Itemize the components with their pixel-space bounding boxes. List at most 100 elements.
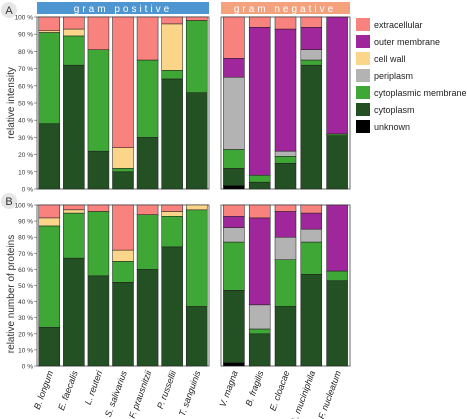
y-tick-label: 50 % bbox=[18, 283, 33, 290]
gram-negative-banner bbox=[221, 2, 350, 14]
bar-segment-periplasm bbox=[300, 228, 323, 243]
bar-segment-cytoplasm bbox=[38, 123, 61, 190]
bar-segment-cytoplasm bbox=[326, 135, 348, 190]
x-label-t-sanguinis: T. sanguinis bbox=[177, 369, 203, 418]
bar-segment-unknown bbox=[223, 362, 245, 367]
bar-segment-cytoplasm bbox=[136, 269, 159, 367]
bar-segment-periplasm bbox=[223, 227, 245, 243]
legend-swatch-periplasm bbox=[356, 69, 370, 82]
bar-segment-periplasm bbox=[248, 304, 271, 330]
bar-segment-cytoplasm bbox=[112, 171, 134, 190]
bar-segment-extracellular bbox=[300, 204, 323, 214]
gram-negative-label: gram negative bbox=[234, 4, 336, 15]
bar-segment-extracellular bbox=[223, 16, 245, 59]
y-tick-label: 80 % bbox=[18, 235, 33, 242]
bar-segment-cytoplasmic-membrane bbox=[38, 225, 61, 328]
bar-segment-extracellular bbox=[161, 16, 183, 25]
bar-segment-cell-wall bbox=[38, 30, 61, 33]
y-tick-label: 40 % bbox=[18, 299, 33, 306]
bar-segment-cytoplasmic-membrane bbox=[326, 133, 348, 136]
bar-segment-cytoplasm bbox=[326, 280, 348, 367]
panel-b-chart: 0 % 10 % 20 % 30 % 40 % 50 % 60 % 70 % 80 % 90 % 1… bbox=[15, 203, 351, 371]
bar-segment-extracellular bbox=[248, 16, 271, 28]
panel-a-ylabel: relative intensity bbox=[6, 67, 17, 139]
y-tick-label: 80 % bbox=[18, 49, 33, 56]
bar-segment-cytoplasmic-membrane bbox=[185, 20, 208, 93]
bar-segment-cytoplasmic-membrane bbox=[136, 214, 159, 270]
bar-segment-cytoplasm bbox=[63, 64, 85, 190]
legend: extracellular outer membrane cell wall peri… bbox=[356, 18, 467, 133]
panel-a-letter: A bbox=[5, 5, 13, 17]
bar-segment-extracellular bbox=[38, 204, 61, 219]
bar-segment-cytoplasm bbox=[248, 333, 271, 367]
bar-segment-cytoplasmic-membrane bbox=[136, 59, 159, 138]
bar-segment-cytoplasm bbox=[87, 275, 110, 367]
legend-swatch-outer-membrane bbox=[356, 35, 370, 48]
bar-segment-periplasm bbox=[274, 150, 297, 157]
bar-segment-cytoplasmic-membrane bbox=[87, 49, 110, 152]
bar-segment-outer-membrane bbox=[223, 58, 245, 78]
bar-segment-cell-wall bbox=[161, 211, 183, 217]
bar-segment-cell-wall bbox=[112, 249, 134, 262]
chart-layer: 0 % 10 % 20 % 30 % 40 % 50 % 60 % 70 % 80 % 90 % 1… bbox=[15, 15, 351, 371]
bar-segment-outer-membrane bbox=[274, 28, 297, 152]
bar-segment-cell-wall bbox=[161, 23, 183, 71]
bar-segment-cytoplasmic-membrane bbox=[274, 156, 297, 164]
bar-segment-extracellular bbox=[38, 16, 61, 32]
legend-swatch-extracellular bbox=[356, 18, 370, 31]
bar-segment-cytoplasm bbox=[161, 246, 183, 367]
bar-segment-outer-membrane bbox=[248, 217, 271, 306]
bar-segment-extracellular bbox=[223, 204, 245, 217]
y-tick-label: 10 % bbox=[18, 347, 33, 354]
bar-segment-cytoplasmic-membrane bbox=[274, 259, 297, 307]
bar-segment-cytoplasm bbox=[274, 162, 297, 190]
bar-segment-periplasm bbox=[223, 76, 245, 150]
legend-label-extracellular: extracellular bbox=[374, 20, 423, 30]
bar-segment-cytoplasmic-membrane bbox=[248, 174, 271, 183]
y-tick-label: 0 % bbox=[22, 364, 33, 371]
bar-segment-cytoplasm bbox=[161, 78, 183, 190]
bar-segment-extracellular bbox=[63, 204, 85, 211]
x-label-b-fragilis: B. fragilis bbox=[244, 369, 266, 408]
bar-segment-cytoplasmic-membrane bbox=[112, 168, 134, 173]
bar-segment-extracellular bbox=[136, 16, 159, 61]
bar-segment-cytoplasmic-membrane bbox=[161, 70, 183, 80]
bar-segment-extracellular bbox=[63, 16, 85, 30]
y-tick-label: 10 % bbox=[18, 169, 33, 176]
y-tick-label: 30 % bbox=[18, 315, 33, 322]
bar-segment-cytoplasmic-membrane bbox=[161, 216, 183, 248]
bar-segment-cytoplasmic-membrane bbox=[185, 209, 208, 307]
bar-segment-cytoplasm bbox=[185, 306, 208, 367]
y-tick-label: 0 % bbox=[22, 187, 33, 194]
x-label-f-prausnitzii: F. prausnitzii bbox=[127, 368, 154, 419]
bar-segment-outer-membrane bbox=[274, 211, 297, 238]
bar-segment-cytoplasmic-membrane bbox=[63, 35, 85, 66]
legend-label-outer-membrane: outer membrane bbox=[374, 37, 440, 47]
bar-segment-outer-membrane bbox=[223, 216, 245, 228]
y-tick-label: 90 % bbox=[18, 219, 33, 226]
bar-segment-cytoplasmic-membrane bbox=[223, 149, 245, 169]
bar-segment-extracellular bbox=[274, 204, 297, 212]
panel-b-letter: B bbox=[5, 196, 12, 208]
bar-segment-outer-membrane bbox=[300, 212, 323, 230]
x-label-a-muciniphila: A. muciniphila bbox=[288, 369, 317, 419]
bar-segment-cytoplasmic-membrane bbox=[248, 328, 271, 335]
bar-segment-cytoplasmic-membrane bbox=[300, 59, 323, 66]
bar-segment-cell-wall bbox=[185, 204, 208, 211]
x-label-l-reuteri: L. reuteri bbox=[83, 368, 105, 406]
bar-segment-cytoplasmic-membrane bbox=[300, 241, 323, 275]
bar-segment-extracellular bbox=[136, 204, 159, 215]
bar-segment-cytoplasm bbox=[63, 257, 85, 367]
x-label-f-nucleatum: F. nucleatum bbox=[316, 369, 343, 419]
bar-segment-cytoplasm bbox=[38, 327, 61, 367]
x-label-v-magna: V. magna bbox=[217, 369, 239, 408]
legend-swatch-cytoplasmic-membrane bbox=[356, 86, 370, 99]
y-tick-label: 100 % bbox=[15, 203, 34, 210]
x-label-p-russellii: P. russellii bbox=[155, 368, 178, 410]
bar-segment-cytoplasm bbox=[274, 306, 297, 367]
bar-segment-cytoplasmic-membrane bbox=[38, 32, 61, 124]
bar-segment-cytoplasm bbox=[185, 92, 208, 190]
y-tick-label: 100 % bbox=[15, 15, 34, 22]
